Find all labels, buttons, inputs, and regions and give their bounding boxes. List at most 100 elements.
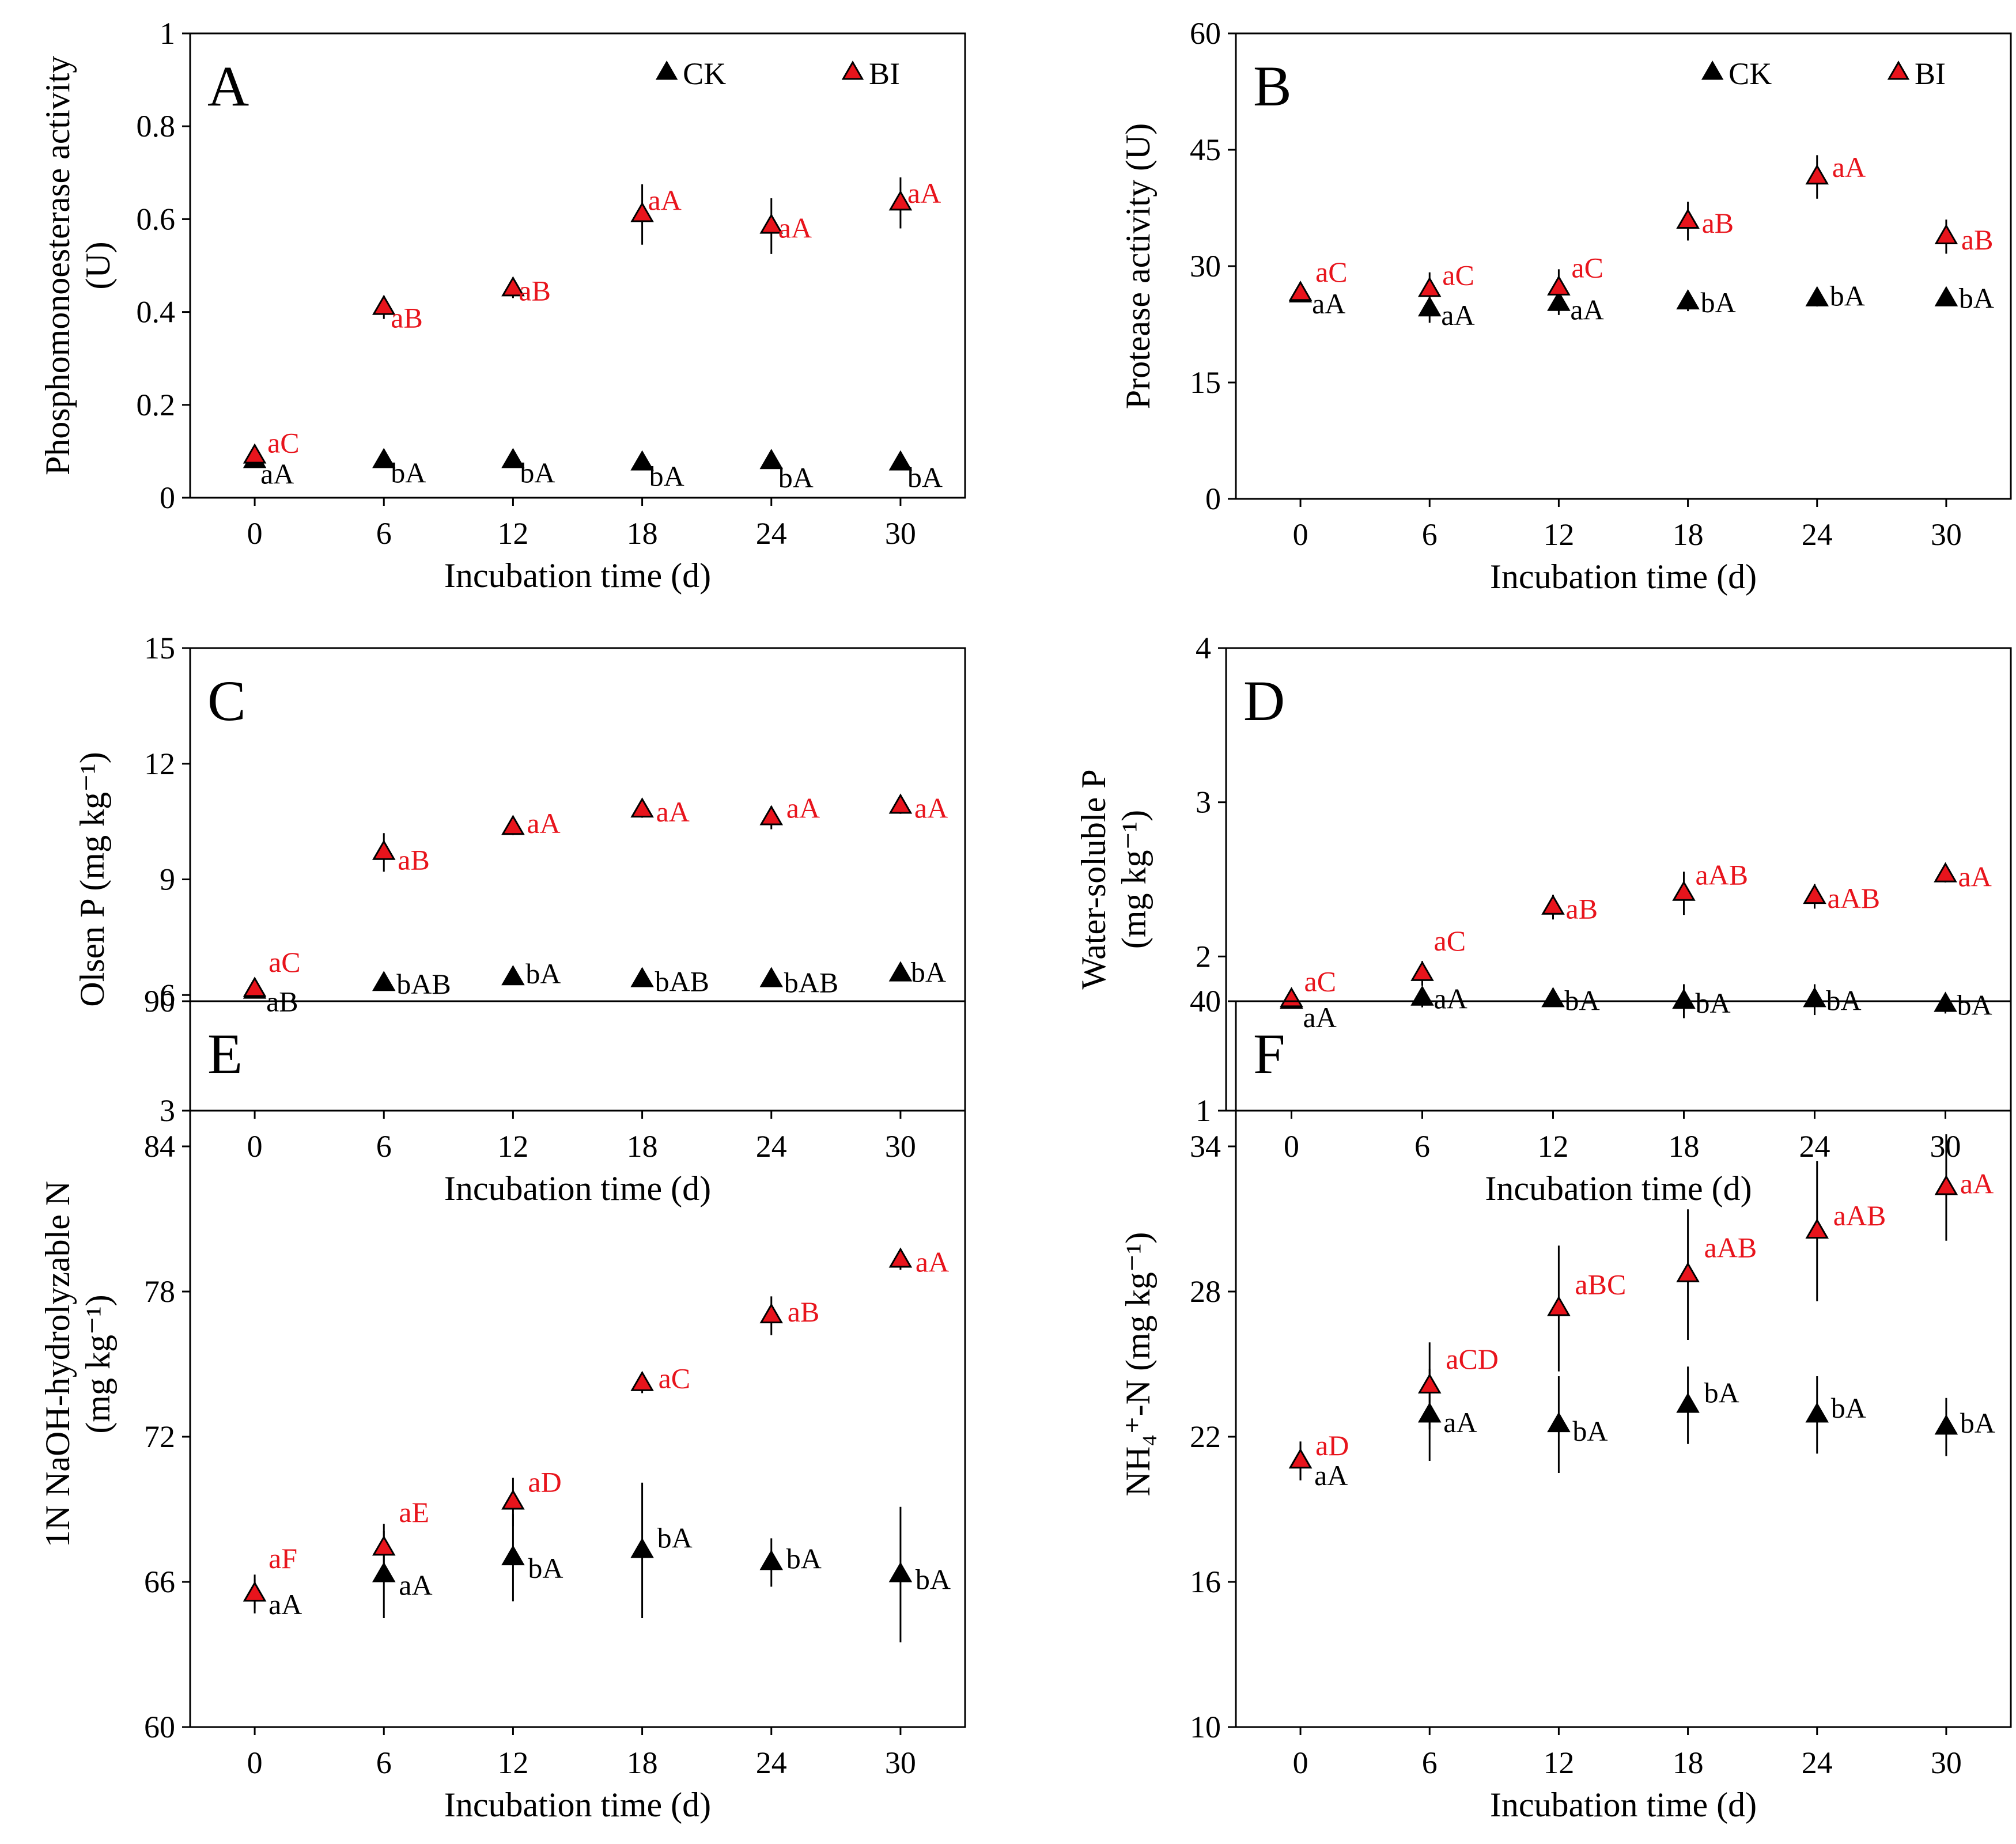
y-tick-label: 45 (1190, 132, 1221, 167)
plot-frame (189, 1000, 966, 1728)
bi-significance-label: aC (1315, 256, 1348, 288)
ck-significance-label: aA (1314, 1459, 1348, 1491)
bi-significance-label: aA (527, 807, 560, 839)
bi-point (630, 797, 654, 818)
panel-letter: D (1243, 669, 1285, 733)
ck-significance-label: bA (1572, 1415, 1607, 1447)
y-tick-label: 60 (1190, 16, 1221, 51)
bi-significance-label: aD (1315, 1429, 1349, 1461)
x-tick-label: 6 (1422, 517, 1438, 552)
y-axis-title: (U) (79, 241, 117, 289)
bi-point (1676, 208, 1700, 229)
ck-point (1547, 1412, 1571, 1433)
y-tick-label: 0.4 (137, 295, 176, 330)
ck-significance-label: bAB (784, 966, 838, 998)
ck-significance-label: bA (1701, 286, 1736, 319)
x-tick-label: 30 (885, 516, 916, 551)
x-axis-title: Incubation time (d) (444, 556, 711, 595)
ck-point (888, 1562, 913, 1582)
ck-point (630, 967, 654, 987)
bi-point (501, 276, 525, 297)
bi-significance-label: aB (398, 844, 430, 876)
y-tick-label: 12 (144, 747, 175, 781)
ck-significance-label: bA (391, 457, 426, 489)
x-tick-label: 24 (1799, 1129, 1830, 1164)
legend-bi-label: BI (869, 56, 900, 91)
bi-significance-label: aA (1960, 1167, 1994, 1199)
bi-point (1934, 862, 1957, 883)
panel-letter: F (1253, 1022, 1285, 1086)
bi-point (888, 793, 913, 814)
bi-point (1547, 1296, 1571, 1316)
plot-frame (1225, 647, 2012, 1112)
y-tick-label: 0 (160, 480, 175, 515)
bi-significance-label: aA (648, 184, 682, 216)
x-tick-label: 24 (756, 1745, 787, 1780)
x-axis-title: Incubation time (d) (1485, 1169, 1752, 1207)
x-tick-label: 24 (1802, 517, 1833, 552)
y-tick-label: 6 (160, 978, 175, 1012)
bi-significance-label: aB (1566, 893, 1598, 925)
ck-significance-label: aA (1570, 294, 1603, 326)
ck-significance-label: bA (778, 461, 814, 494)
plot-frame (1235, 32, 2012, 500)
bi-point (501, 815, 525, 835)
y-tick-label: 28 (1190, 1274, 1221, 1309)
plot-frame (189, 647, 966, 1112)
x-tick-label: 18 (627, 516, 658, 551)
bi-significance-label: aF (268, 1542, 297, 1574)
ck-significance-label: bA (916, 1563, 951, 1595)
ck-significance-label: bA (1696, 987, 1731, 1019)
bi-point (243, 443, 267, 464)
y-axis-title: 1N NaOH-hydrolyzable N (39, 1181, 77, 1547)
ck-significance-label: bA (1565, 984, 1600, 1016)
bi-significance-label: aA (907, 177, 941, 209)
ck-point (759, 1550, 784, 1570)
ck-point (1934, 1414, 1958, 1435)
bi-significance-label: aAB (1704, 1232, 1757, 1264)
ck-significance-label: bA (786, 1542, 822, 1574)
bi-point (1417, 1373, 1442, 1394)
x-tick-label: 24 (1802, 1745, 1833, 1780)
bi-point (888, 190, 913, 211)
bi-significance-label: aB (391, 302, 423, 334)
ck-significance-label: aA (268, 1588, 302, 1620)
ck-significance-label: aA (1303, 1001, 1337, 1033)
x-axis-title: Incubation time (d) (1490, 1786, 1757, 1824)
y-tick-label: 30 (1190, 249, 1221, 283)
y-axis-title: NH₄⁺-N (mg kg⁻¹) (1119, 1232, 1157, 1497)
bi-point (630, 1370, 654, 1391)
ck-significance-label: bA (1959, 282, 1994, 315)
bi-point (372, 839, 396, 860)
ck-point (1676, 1392, 1700, 1413)
legend-bi-marker (841, 60, 864, 80)
bi-point (759, 1303, 784, 1324)
bi-significance-label: aB (519, 274, 551, 306)
bi-significance-label: aAB (1833, 1199, 1886, 1232)
x-tick-label: 0 (1293, 517, 1308, 552)
ck-point (759, 449, 784, 469)
x-tick-label: 12 (497, 1129, 528, 1164)
y-tick-label: 4 (1196, 631, 1211, 665)
bi-point (1541, 894, 1565, 915)
bi-point (888, 1247, 913, 1268)
x-tick-label: 12 (497, 516, 528, 551)
bi-significance-label: aA (656, 796, 690, 828)
ck-point (888, 450, 913, 471)
bi-significance-label: aA (914, 792, 948, 824)
bi-point (1672, 880, 1696, 901)
x-tick-label: 6 (376, 516, 392, 551)
ck-point (372, 971, 396, 991)
ck-point (1934, 286, 1958, 306)
ck-point (372, 1562, 396, 1582)
x-tick-label: 6 (376, 1745, 392, 1780)
y-tick-label: 22 (1190, 1419, 1221, 1454)
bi-significance-label: aC (659, 1362, 691, 1395)
x-tick-label: 24 (756, 1129, 787, 1164)
y-tick-label: 15 (144, 631, 175, 665)
bi-point (243, 976, 267, 997)
x-axis-title: Incubation time (d) (1490, 558, 1757, 596)
legend-bi-marker (1887, 60, 1910, 80)
bi-point (1805, 1218, 1829, 1239)
